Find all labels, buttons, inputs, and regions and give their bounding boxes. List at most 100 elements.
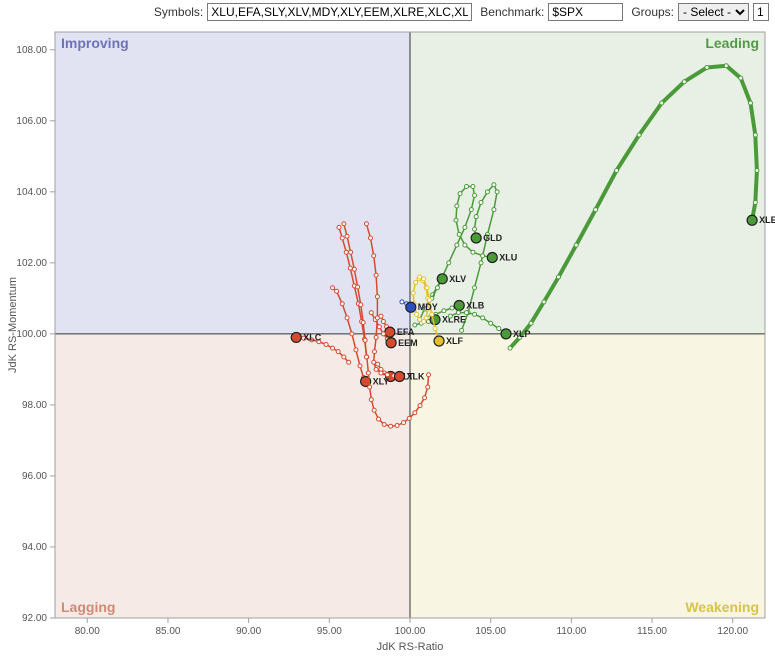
series-head[interactable] xyxy=(291,332,301,342)
series-point xyxy=(372,254,376,258)
benchmark-input[interactable] xyxy=(548,3,623,21)
series-label: GLD xyxy=(483,233,502,243)
rrg-chart: ImprovingLeadingLaggingWeakening80.0085.… xyxy=(0,24,775,658)
series-head[interactable] xyxy=(437,274,447,284)
series-point xyxy=(705,66,709,70)
series-point xyxy=(413,411,417,415)
series-point xyxy=(373,350,377,354)
y-tick-label: 100.00 xyxy=(16,329,47,340)
series-point xyxy=(340,302,344,306)
series-point xyxy=(556,275,560,279)
series-point xyxy=(495,190,499,194)
series-point xyxy=(450,306,454,310)
series-label: XLP xyxy=(513,329,531,339)
groups-select[interactable]: - Select - xyxy=(678,3,749,21)
series-point xyxy=(637,133,641,137)
series-point xyxy=(423,396,427,400)
benchmark-label: Benchmark: xyxy=(480,5,544,19)
series-label: XLF xyxy=(446,336,464,346)
series-point xyxy=(542,300,546,304)
series-point xyxy=(342,222,346,226)
series-point xyxy=(492,208,496,212)
y-tick-label: 92.00 xyxy=(22,613,47,624)
series-head[interactable] xyxy=(406,302,416,312)
series-point xyxy=(426,385,430,389)
series-head[interactable] xyxy=(747,215,757,225)
x-tick-label: 90.00 xyxy=(236,626,261,637)
series-label: XLU xyxy=(499,253,517,263)
series-point xyxy=(471,184,475,188)
quadrant-leading xyxy=(410,32,765,334)
series-point xyxy=(529,321,533,325)
series-point xyxy=(615,169,619,173)
series-point xyxy=(455,243,459,247)
y-tick-label: 108.00 xyxy=(16,45,47,56)
series-label: MDY xyxy=(418,302,438,312)
series-point xyxy=(335,289,339,293)
series-point xyxy=(748,101,752,105)
series-point xyxy=(454,218,458,222)
series-head[interactable] xyxy=(454,300,464,310)
series-label: XLY xyxy=(373,376,390,386)
series-point xyxy=(381,332,385,336)
series-point xyxy=(345,234,349,238)
quadrant-lagging xyxy=(55,334,410,618)
series-point xyxy=(374,273,378,277)
series-point xyxy=(497,327,501,331)
series-point xyxy=(447,261,451,265)
y-axis-label: JdK RS-Momentum xyxy=(7,277,19,373)
series-point xyxy=(433,327,437,331)
series-point xyxy=(448,314,452,318)
series-point xyxy=(464,184,468,188)
series-point xyxy=(739,76,743,80)
x-tick-label: 110.00 xyxy=(556,626,586,637)
series-point xyxy=(349,250,353,254)
series-point xyxy=(682,80,686,84)
x-tick-label: 115.00 xyxy=(637,626,667,637)
extra-input[interactable] xyxy=(753,3,769,21)
series-point xyxy=(464,311,468,315)
series-point xyxy=(414,280,418,284)
series-point xyxy=(418,404,422,408)
series-point xyxy=(374,335,378,339)
series-point xyxy=(485,190,489,194)
symbols-input[interactable] xyxy=(207,3,472,21)
series-point xyxy=(344,250,348,254)
series-point xyxy=(474,215,478,219)
series-point xyxy=(377,325,381,329)
x-tick-label: 100.00 xyxy=(395,626,426,637)
series-point xyxy=(435,286,439,290)
series-point xyxy=(481,316,485,320)
series-point xyxy=(463,243,467,247)
series-point xyxy=(356,285,360,289)
series-head[interactable] xyxy=(395,371,405,381)
series-point xyxy=(458,192,462,196)
series-point xyxy=(374,367,378,371)
y-tick-label: 94.00 xyxy=(22,542,47,553)
series-point xyxy=(430,312,434,316)
series-head[interactable] xyxy=(386,338,396,348)
series-point xyxy=(363,338,367,342)
series-point xyxy=(481,254,485,258)
groups-label: Groups: xyxy=(631,5,674,19)
series-point xyxy=(456,311,460,315)
series-point xyxy=(368,385,372,389)
series-point xyxy=(473,312,477,316)
series-label: XLRE xyxy=(442,315,466,325)
series-head[interactable] xyxy=(434,336,444,346)
series-point xyxy=(366,371,370,375)
series-head[interactable] xyxy=(487,253,497,263)
x-tick-label: 120.00 xyxy=(717,626,748,637)
series-point xyxy=(594,208,598,212)
series-point xyxy=(660,101,664,105)
series-point xyxy=(407,416,411,420)
series-head[interactable] xyxy=(471,233,481,243)
series-label: XLE xyxy=(759,215,775,225)
series-head[interactable] xyxy=(501,329,511,339)
series-point xyxy=(331,286,335,290)
series-point xyxy=(755,169,759,173)
series-point xyxy=(364,222,368,226)
series-point xyxy=(382,422,386,426)
series-head[interactable] xyxy=(385,327,395,337)
series-point xyxy=(336,350,340,354)
